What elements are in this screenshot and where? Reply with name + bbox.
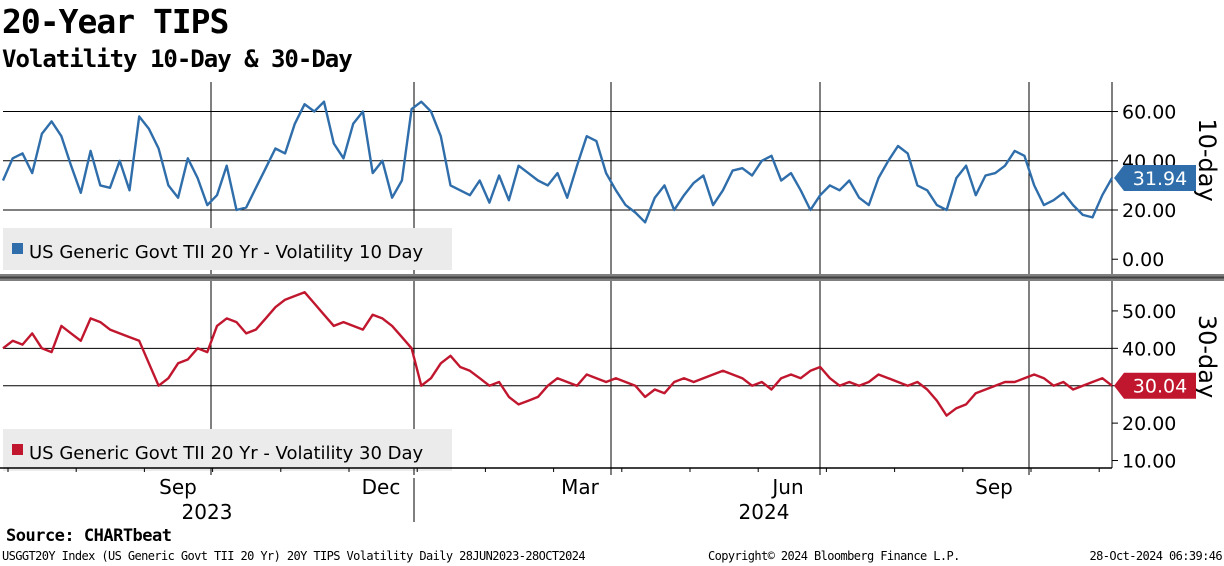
last-value-label-bottom: 30.04 (1133, 376, 1187, 398)
xtick-label-2: Mar (561, 475, 600, 499)
last-value-tag-bottom (1114, 372, 1196, 399)
ytick-label-bottom-4: 50.00 (1122, 301, 1176, 323)
xtick-label-0: Sep (159, 475, 197, 499)
xtick-label-4: Sep (975, 475, 1013, 499)
last-value-label-top: 31.94 (1133, 168, 1187, 190)
series-line-top (1, 100, 1114, 224)
ytick-label-bottom-0: 10.00 (1122, 451, 1176, 473)
footer-timestamp: 28-Oct-2024 06:39:46 (1089, 549, 1223, 563)
footer-description: USGGT20Y Index (US Generic Govt TII 20 Y… (2, 549, 586, 563)
year-label-0: 2023 (182, 500, 233, 524)
axis-label-bottom: 30-day (1193, 315, 1221, 398)
legend-box-bottom (3, 429, 452, 471)
axis-label-top: 10-day (1193, 118, 1221, 201)
last-value-tag-top (1114, 165, 1196, 191)
xtick-label-1: Dec (362, 475, 401, 499)
xtick-label-3: Jun (770, 475, 803, 499)
legend-swatch-top (12, 243, 23, 254)
legend-swatch-bottom (12, 444, 23, 455)
series-line-bottom (2, 291, 1113, 417)
legend-label-top: US Generic Govt TII 20 Yr - Volatility 1… (29, 242, 424, 263)
legend-box-top (3, 228, 452, 270)
ytick-label-top-3: 60.00 (1122, 102, 1176, 124)
legend-label-bottom: US Generic Govt TII 20 Yr - Volatility 3… (29, 443, 424, 464)
ytick-label-top-0: 0.00 (1122, 249, 1164, 271)
footer-copyright: Copyright© 2024 Bloomberg Finance L.P. (708, 549, 960, 563)
ytick-label-bottom-1: 20.00 (1122, 413, 1176, 435)
source-label: Source: CHARTbeat (6, 526, 172, 546)
chart-subtitle: Volatility 10-Day & 30-Day (2, 45, 353, 73)
ytick-label-top-1: 20.00 (1122, 200, 1176, 222)
chart-title: 20-Year TIPS (2, 2, 229, 41)
year-label-1: 2024 (739, 500, 790, 524)
ytick-label-bottom-3: 40.00 (1122, 338, 1176, 360)
